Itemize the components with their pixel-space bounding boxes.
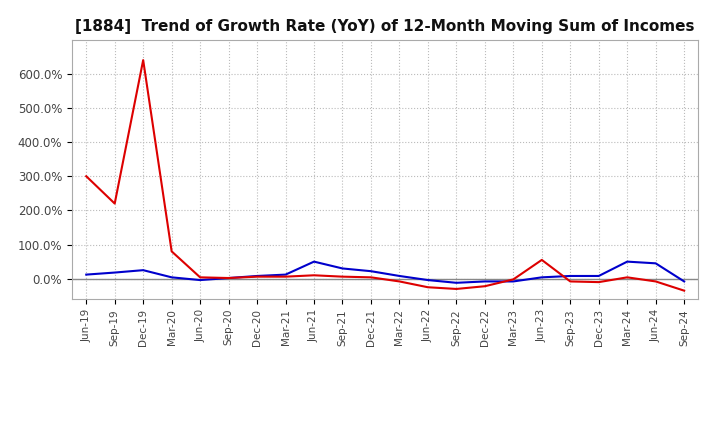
Ordinary Income Growth Rate xyxy=(82,272,91,277)
Net Income Growth Rate xyxy=(395,279,404,284)
Ordinary Income Growth Rate xyxy=(310,259,318,264)
Ordinary Income Growth Rate xyxy=(595,273,603,279)
Net Income Growth Rate xyxy=(366,275,375,280)
Net Income Growth Rate xyxy=(338,274,347,279)
Net Income Growth Rate xyxy=(282,274,290,279)
Net Income Growth Rate xyxy=(253,274,261,279)
Net Income Growth Rate xyxy=(423,285,432,290)
Ordinary Income Growth Rate xyxy=(509,279,518,284)
Ordinary Income Growth Rate xyxy=(623,259,631,264)
Net Income Growth Rate xyxy=(310,273,318,278)
Ordinary Income Growth Rate xyxy=(253,273,261,279)
Ordinary Income Growth Rate xyxy=(480,279,489,284)
Line: Ordinary Income Growth Rate: Ordinary Income Growth Rate xyxy=(86,262,684,283)
Ordinary Income Growth Rate xyxy=(680,279,688,284)
Net Income Growth Rate xyxy=(82,174,91,179)
Net Income Growth Rate xyxy=(452,286,461,292)
Ordinary Income Growth Rate xyxy=(537,275,546,280)
Ordinary Income Growth Rate xyxy=(225,275,233,281)
Ordinary Income Growth Rate xyxy=(196,278,204,283)
Net Income Growth Rate xyxy=(110,201,119,206)
Net Income Growth Rate xyxy=(167,249,176,254)
Net Income Growth Rate xyxy=(566,279,575,284)
Net Income Growth Rate xyxy=(139,58,148,63)
Ordinary Income Growth Rate xyxy=(338,266,347,271)
Ordinary Income Growth Rate xyxy=(110,270,119,275)
Ordinary Income Growth Rate xyxy=(566,273,575,279)
Net Income Growth Rate xyxy=(509,277,518,282)
Title: [1884]  Trend of Growth Rate (YoY) of 12-Month Moving Sum of Incomes: [1884] Trend of Growth Rate (YoY) of 12-… xyxy=(76,19,695,34)
Net Income Growth Rate xyxy=(680,288,688,293)
Net Income Growth Rate xyxy=(225,275,233,281)
Net Income Growth Rate xyxy=(480,284,489,289)
Ordinary Income Growth Rate xyxy=(282,272,290,277)
Net Income Growth Rate xyxy=(652,279,660,284)
Net Income Growth Rate xyxy=(595,279,603,285)
Ordinary Income Growth Rate xyxy=(395,273,404,279)
Ordinary Income Growth Rate xyxy=(423,278,432,283)
Net Income Growth Rate xyxy=(537,257,546,263)
Ordinary Income Growth Rate xyxy=(452,280,461,286)
Ordinary Income Growth Rate xyxy=(139,268,148,273)
Net Income Growth Rate xyxy=(196,275,204,280)
Net Income Growth Rate xyxy=(623,275,631,280)
Ordinary Income Growth Rate xyxy=(366,268,375,274)
Line: Net Income Growth Rate: Net Income Growth Rate xyxy=(86,60,684,291)
Ordinary Income Growth Rate xyxy=(167,275,176,280)
Ordinary Income Growth Rate xyxy=(652,260,660,266)
